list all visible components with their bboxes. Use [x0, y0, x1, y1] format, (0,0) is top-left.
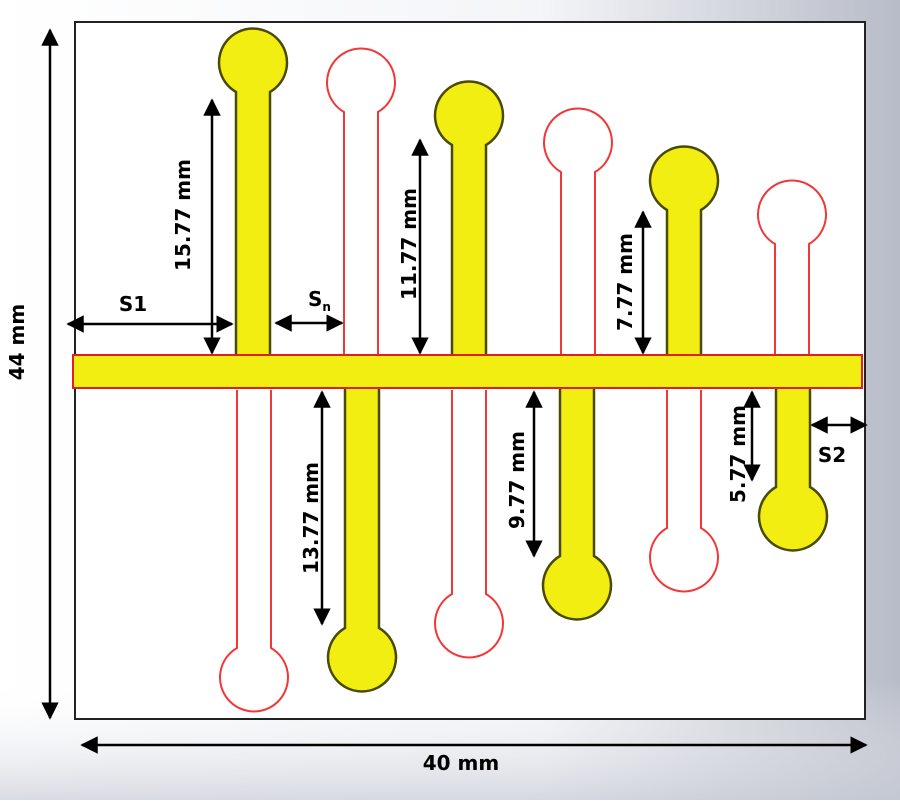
slot-arm-bottom-1 — [219, 390, 289, 713]
slot-arms — [219, 47, 827, 713]
width-label: 40 mm — [423, 751, 499, 775]
slot-arm-top-3 — [757, 179, 827, 355]
arm-5-length-label: 7.77 mm — [613, 233, 637, 331]
sn-label-main: S — [308, 287, 322, 311]
slot-arm-bottom-3 — [649, 390, 719, 593]
height-label: 44 mm — [5, 304, 29, 380]
s2-label: S2 — [818, 443, 846, 467]
feed-line — [72, 354, 863, 389]
conductor-arm-2 — [326, 384, 398, 693]
slot-arm-bottom-2 — [434, 390, 504, 659]
conductor-arm-1 — [217, 27, 289, 360]
sn-label: Sn — [308, 287, 331, 314]
arm-3-length-label: 11.77 mm — [397, 188, 421, 300]
conductor-arm-5 — [648, 145, 720, 360]
dimension-lines — [41, 28, 868, 754]
s1-label: S1 — [119, 292, 147, 316]
arm-2-length-label: 13.77 mm — [299, 462, 323, 574]
slot-arm-top-1 — [326, 47, 396, 355]
arm-1-length-label: 15.77 mm — [171, 159, 195, 271]
conductor-arm-4 — [541, 384, 613, 621]
slot-arm-top-2 — [543, 107, 613, 355]
sn-label-subscript: n — [322, 300, 331, 314]
conductor-arm-3 — [433, 80, 505, 360]
arm-6-length-label: 5.77 mm — [726, 405, 750, 503]
conductor-arms — [217, 27, 829, 693]
arm-4-length-label: 9.77 mm — [505, 431, 529, 529]
conductor-arm-6 — [757, 384, 829, 552]
